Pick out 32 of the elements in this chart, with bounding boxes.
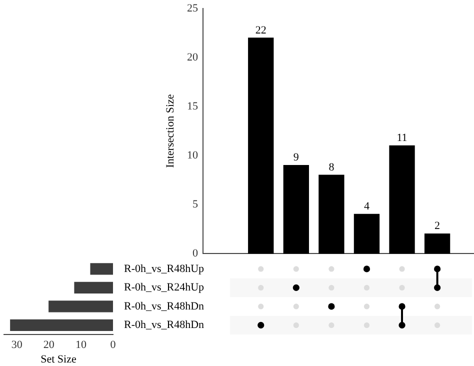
y-tick-label: R-0h_vs_R48hDn xyxy=(124,300,205,312)
y-tick-label: 20 xyxy=(187,51,198,64)
x-tick-label: 30 xyxy=(11,339,23,352)
bar xyxy=(283,164,309,254)
y-tick-label: R-0h_vs_R48hUp xyxy=(124,262,205,275)
y-tick-label: 5 xyxy=(192,198,198,210)
x-tick-label: 10 xyxy=(75,339,87,352)
y-tick-label: 15 xyxy=(187,100,198,112)
bar xyxy=(318,174,344,254)
x-tick-label: 20 xyxy=(43,339,55,352)
data-label: 11 xyxy=(396,132,408,144)
data-label: 22 xyxy=(255,24,266,36)
data-label: 4 xyxy=(364,200,370,213)
y-tick-label: R-0h_vs_R24hUp xyxy=(124,282,205,294)
y-tick-label: 10 xyxy=(187,149,198,162)
bar xyxy=(90,263,113,275)
data-label: 8 xyxy=(328,161,335,174)
y-axis-title: Intersection Size xyxy=(164,94,176,168)
data-label: 9 xyxy=(293,152,300,164)
bar xyxy=(248,38,274,254)
y-tick-label: 0 xyxy=(192,247,198,260)
bar xyxy=(74,282,113,294)
bar xyxy=(389,145,415,254)
bar xyxy=(424,233,450,254)
x-axis-title: Set Size xyxy=(40,353,76,366)
bar xyxy=(354,214,380,254)
data-label: 2 xyxy=(434,220,440,232)
bar xyxy=(48,300,113,312)
x-tick-label: 0 xyxy=(110,339,116,352)
y-tick-label: R-0h_vs_R48hDn xyxy=(124,319,205,332)
bar xyxy=(10,319,113,332)
y-tick-label: 25 xyxy=(187,2,198,14)
